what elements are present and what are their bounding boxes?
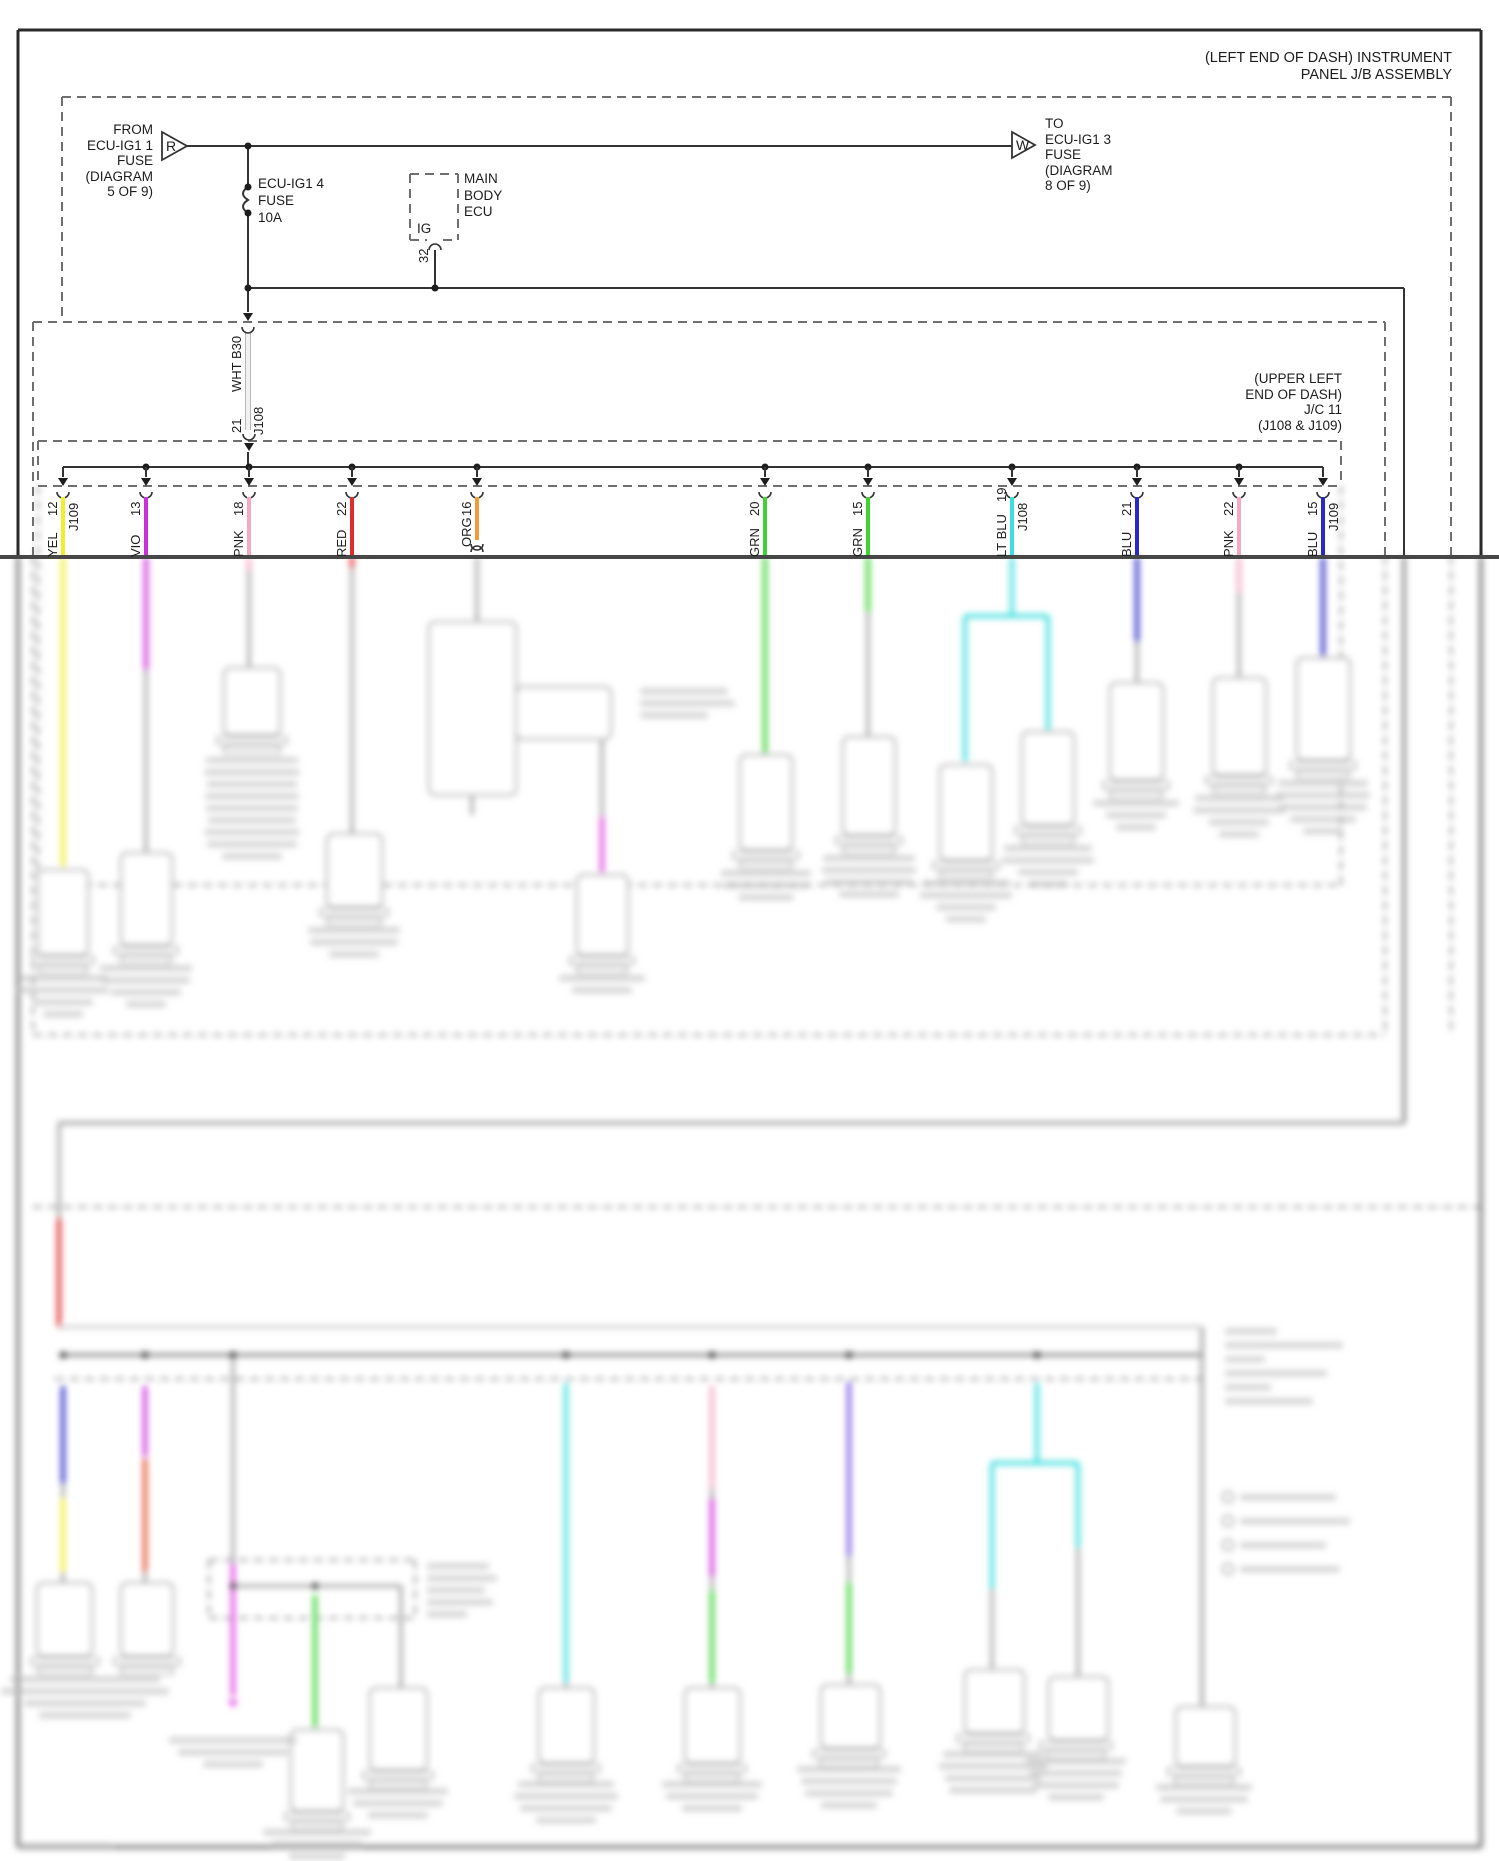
drop-pin-label-5: 20 (747, 501, 762, 516)
jc-entry-connector-label: J108 (251, 406, 266, 435)
drop-wire-color-label-7: LT BLU (994, 514, 1009, 557)
main-body-ecu-label: MAIN BODY ECU (464, 171, 503, 219)
jb-assembly-title: (LEFT END OF DASH) INSTRUMENT PANEL J/B … (1204, 50, 1452, 83)
from-fuse-source-label: FROM ECU-IG1 1 FUSE (DIAGRAM 5 OF 9) (85, 122, 154, 199)
drop-connector-name-label-0: J109 (66, 502, 81, 531)
blurred-diagram-region (1, 486, 1483, 1860)
drop-wire-color-label-0: YEL (45, 532, 60, 557)
drop-wire-color-label-6: GRN (850, 528, 865, 557)
drop-pin-label-2: 18 (231, 501, 246, 516)
ecu-terminal-ig-label: IG (417, 221, 432, 236)
drop-wire-color-label-9: PNK (1221, 530, 1236, 557)
connector-flag-letter-r: R (166, 138, 177, 154)
drop-pin-label-4: 16 (459, 501, 474, 516)
connector-flag-letter-w: W (1016, 137, 1030, 153)
wht-b30-wire-label: WHT B30 (229, 335, 244, 392)
drop-connector-name-label-10: J109 (1326, 502, 1341, 531)
drop-pin-label-10: 15 (1305, 501, 1320, 516)
drop-pin-label-1: 13 (128, 501, 143, 516)
drop-pin-label-0: 12 (45, 501, 60, 516)
drop-wire-color-label-4: ORG (459, 517, 474, 547)
ecu-pin-32-label: 32 (416, 248, 431, 263)
drop-pin-label-9: 22 (1221, 501, 1236, 516)
fuse-label: ECU-IG1 4 FUSE 10A (258, 176, 325, 225)
drop-pin-label-3: 22 (334, 501, 349, 516)
sharp-wiring (0, 28, 1499, 559)
drop-wire-color-label-3: RED (334, 529, 349, 557)
jc-entry-pin-label: 21 (229, 418, 244, 433)
blur-boundary-band (0, 555, 1499, 559)
drop-pin-label-8: 21 (1119, 501, 1134, 516)
drop-pin-label-6: 15 (850, 501, 865, 516)
drop-pin-label-7: 19 (994, 487, 1009, 502)
jc11-location-label: (UPPER LEFT END OF DASH) J/C 11 (J108 & … (1245, 371, 1342, 433)
drop-wire-color-label-2: PNK (231, 530, 246, 557)
drop-wire-color-label-1: VIO (128, 534, 143, 557)
drop-wire-color-label-10: BLU (1305, 531, 1320, 557)
to-fuse-destination-label: TO ECU-IG1 3 FUSE (DIAGRAM 8 OF 9) (1045, 116, 1113, 193)
drop-wire-color-label-5: GRN (747, 528, 762, 557)
drop-wire-color-label-8: BLU (1119, 531, 1134, 557)
drop-connector-name-label-7: J108 (1015, 502, 1030, 531)
